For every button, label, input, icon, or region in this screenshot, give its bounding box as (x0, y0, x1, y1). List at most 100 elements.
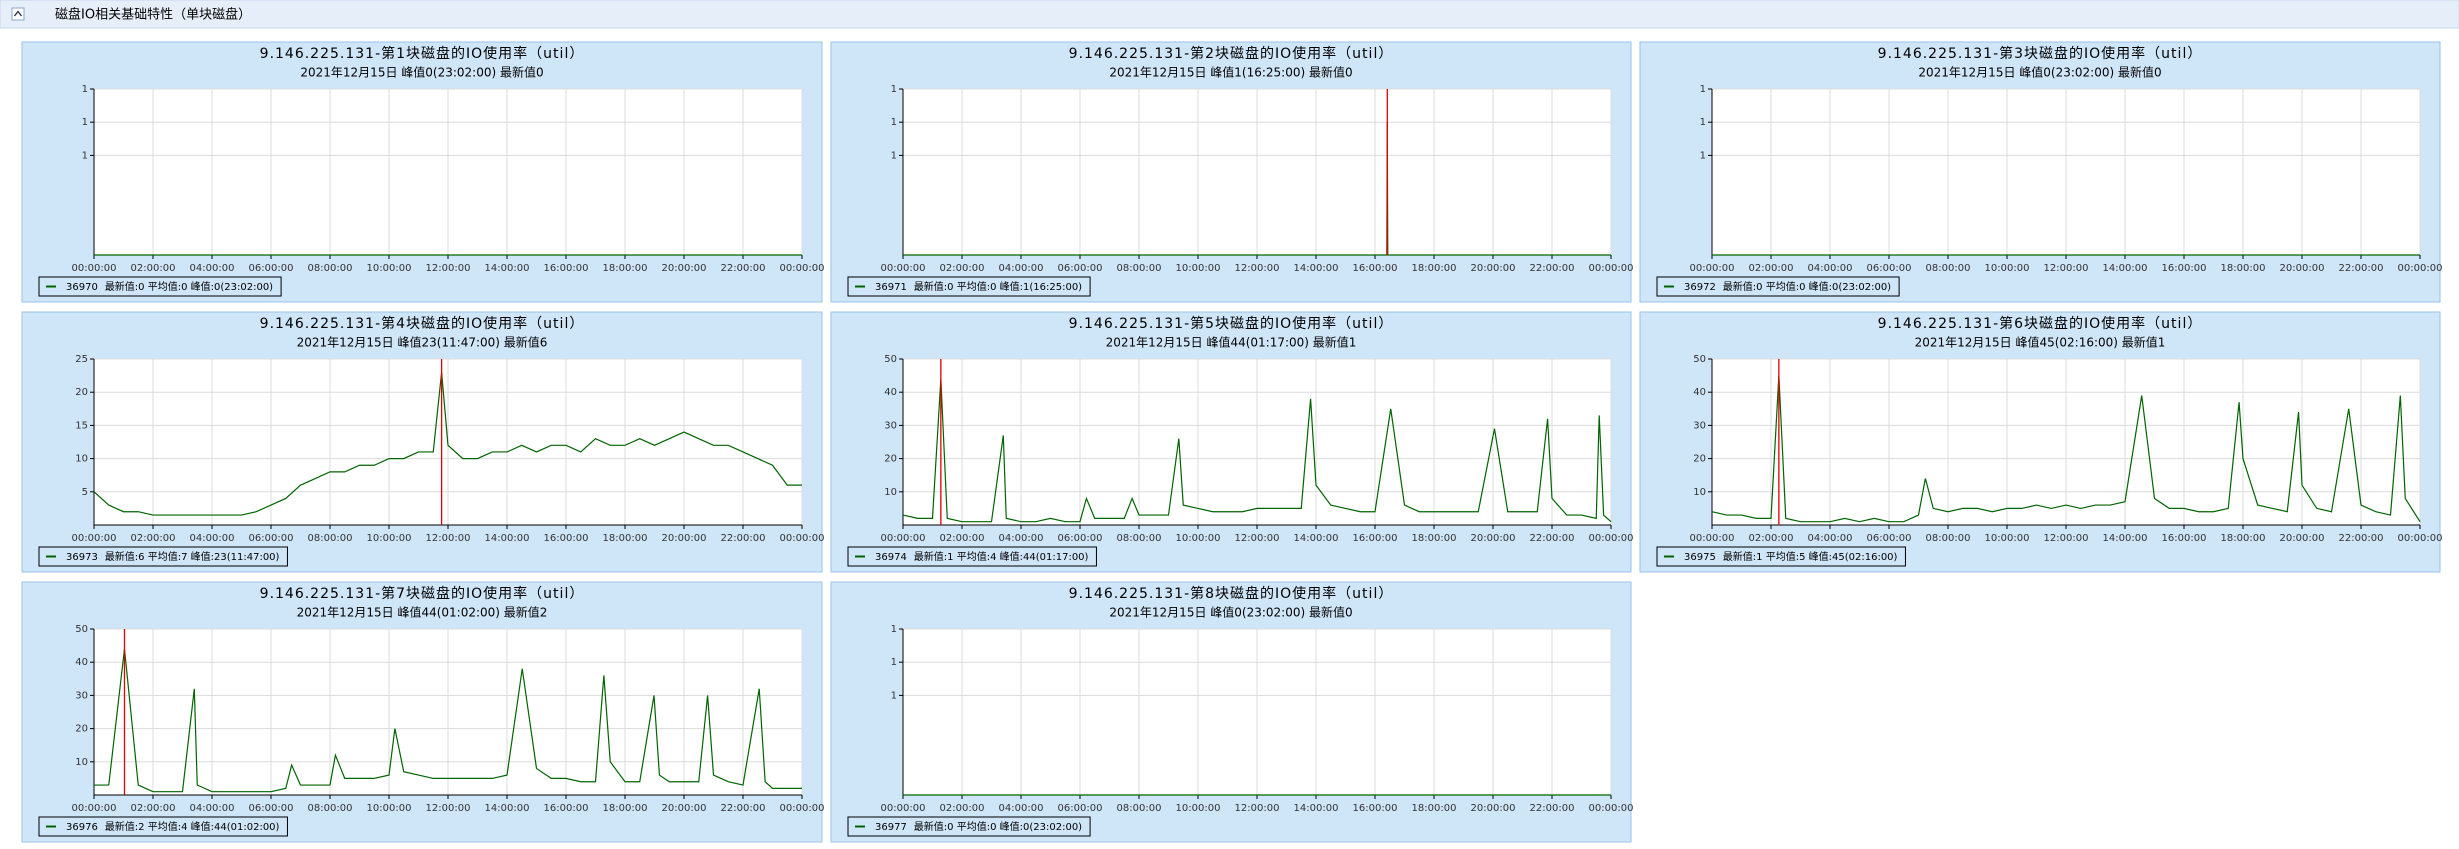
x-tick-label: 00:00:00 (1589, 263, 1634, 274)
x-tick-label: 06:00:00 (1058, 533, 1103, 544)
x-tick-label: 04:00:00 (190, 263, 235, 274)
x-tick-label: 06:00:00 (249, 263, 294, 274)
chart-panel: 9.146.225.131-第2块磁盘的IO使用率（util） 2021年12月1… (830, 41, 1634, 303)
x-tick-label: 06:00:00 (1058, 263, 1103, 274)
x-tick-label: 10:00:00 (1176, 803, 1221, 814)
x-tick-label: 18:00:00 (2221, 263, 2266, 274)
x-tick-label: 16:00:00 (1353, 803, 1398, 814)
y-tick-label: 50 (1693, 354, 1706, 365)
x-tick-label: 08:00:00 (1926, 263, 1971, 274)
x-tick-label: 18:00:00 (2221, 533, 2266, 544)
y-tick-label: 1 (82, 117, 88, 128)
x-tick-label: 00:00:00 (72, 803, 117, 814)
chart-panel: 9.146.225.131-第3块磁盘的IO使用率（util） 2021年12月1… (1639, 41, 2442, 303)
data-line (94, 648, 802, 793)
y-tick-label: 30 (1693, 420, 1706, 431)
x-tick-label: 00:00:00 (2398, 533, 2443, 544)
x-tick-label: 08:00:00 (308, 803, 353, 814)
x-tick-label: 14:00:00 (485, 263, 530, 274)
y-tick-label: 15 (75, 420, 88, 431)
y-tick-label: 20 (884, 454, 897, 465)
x-tick-label: 20:00:00 (1471, 803, 1516, 814)
y-tick-label: 1 (1700, 150, 1706, 161)
y-tick-label: 10 (884, 487, 897, 498)
chart-title: 9.146.225.131-第6块磁盘的IO使用率（util） (1878, 315, 2203, 332)
x-tick-label: 04:00:00 (999, 263, 1044, 274)
legend-box (38, 276, 282, 297)
x-tick-label: 18:00:00 (1412, 533, 1457, 544)
y-tick-label: 5 (82, 487, 88, 498)
x-tick-label: 14:00:00 (1294, 803, 1339, 814)
y-tick-label: 40 (75, 657, 88, 668)
legend-name: 36971 (875, 282, 907, 293)
chart-title: 9.146.225.131-第7块磁盘的IO使用率（util） (260, 585, 585, 602)
data-line (93, 372, 802, 516)
chart-subtitle: 2021年12月15日 峰值0(23:02:00) 最新值0 (300, 65, 543, 80)
x-tick-label: 00:00:00 (72, 263, 117, 274)
x-tick-label: 02:00:00 (131, 263, 176, 274)
x-tick-label: 00:00:00 (780, 803, 825, 814)
chart-title: 9.146.225.131-第4块磁盘的IO使用率（util） (260, 315, 585, 332)
legend-name: 36974 (875, 552, 907, 563)
x-tick-label: 16:00:00 (1353, 533, 1398, 544)
x-tick-label: 22:00:00 (1530, 263, 1575, 274)
y-tick-label: 50 (75, 624, 88, 635)
legend-box (847, 546, 1097, 567)
x-tick-label: 12:00:00 (426, 263, 471, 274)
data-line (1711, 375, 2421, 523)
x-tick-label: 00:00:00 (780, 263, 825, 274)
x-tick-label: 18:00:00 (1412, 263, 1457, 274)
y-tick-label: 10 (1693, 487, 1706, 498)
x-tick-label: 14:00:00 (1294, 533, 1339, 544)
collapse-icon (13, 10, 23, 17)
chart-subtitle: 2021年12月15日 峰值44(01:02:00) 最新值2 (297, 605, 548, 620)
x-tick-label: 02:00:00 (940, 803, 985, 814)
x-tick-label: 04:00:00 (999, 533, 1044, 544)
chart-subtitle: 2021年12月15日 峰值0(23:02:00) 最新值0 (1109, 605, 1352, 620)
x-tick-label: 00:00:00 (1690, 263, 1735, 274)
x-tick-label: 20:00:00 (2280, 263, 2325, 274)
y-tick-label: 1 (891, 690, 897, 701)
y-tick-label: 1 (891, 117, 897, 128)
x-tick-label: 12:00:00 (1235, 263, 1280, 274)
x-tick-label: 10:00:00 (1176, 533, 1221, 544)
x-tick-label: 14:00:00 (485, 803, 530, 814)
chart-subtitle: 2021年12月15日 峰值44(01:17:00) 最新值1 (1106, 335, 1357, 350)
x-tick-label: 00:00:00 (881, 263, 926, 274)
x-tick-label: 20:00:00 (1471, 263, 1516, 274)
section-title: 磁盘IO相关基础特性（单块磁盘） (55, 7, 251, 23)
x-tick-label: 04:00:00 (1808, 533, 1853, 544)
x-tick-label: 08:00:00 (308, 533, 353, 544)
legend-name: 36977 (875, 822, 907, 833)
x-tick-label: 22:00:00 (2339, 533, 2384, 544)
x-tick-label: 20:00:00 (1471, 533, 1516, 544)
x-tick-label: 16:00:00 (544, 263, 589, 274)
x-tick-label: 10:00:00 (367, 263, 412, 274)
x-tick-label: 02:00:00 (940, 533, 985, 544)
x-tick-label: 12:00:00 (2044, 533, 2089, 544)
x-tick-label: 20:00:00 (662, 263, 707, 274)
chart-panel: 9.146.225.131-第8块磁盘的IO使用率（util） 2021年12月1… (830, 581, 1633, 843)
y-tick-label: 1 (891, 624, 897, 635)
x-tick-label: 00:00:00 (881, 533, 926, 544)
chart-subtitle: 2021年12月15日 峰值45(02:16:00) 最新值1 (1915, 335, 2166, 350)
collapse-button[interactable] (11, 7, 25, 21)
chart-title: 9.146.225.131-第2块磁盘的IO使用率（util） (1069, 45, 1394, 62)
x-tick-label: 14:00:00 (2103, 263, 2148, 274)
data-line (902, 378, 1612, 523)
x-tick-label: 08:00:00 (1117, 803, 1162, 814)
y-tick-label: 1 (82, 150, 88, 161)
x-tick-label: 16:00:00 (544, 533, 589, 544)
x-tick-label: 06:00:00 (249, 803, 294, 814)
chart-panel: 9.146.225.131-第7块磁盘的IO使用率（util） 2021年12月1… (21, 581, 825, 843)
legend-name: 36973 (66, 552, 98, 563)
y-tick-label: 1 (891, 657, 897, 668)
x-tick-label: 10:00:00 (1985, 263, 2030, 274)
x-tick-label: 12:00:00 (1235, 803, 1280, 814)
x-tick-label: 18:00:00 (1412, 803, 1457, 814)
legend-name: 36976 (66, 822, 98, 833)
y-tick-label: 20 (1693, 454, 1706, 465)
x-tick-label: 04:00:00 (1808, 263, 1853, 274)
y-tick-label: 10 (75, 757, 88, 768)
x-tick-label: 12:00:00 (426, 533, 471, 544)
